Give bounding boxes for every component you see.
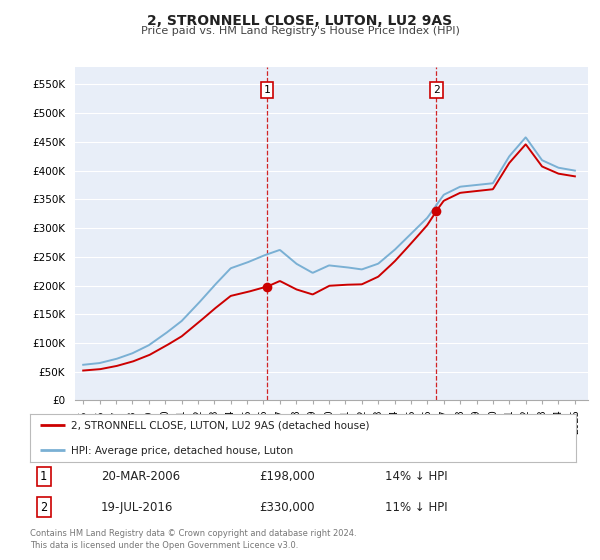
Text: 20-MAR-2006: 20-MAR-2006 bbox=[101, 470, 180, 483]
Text: HPI: Average price, detached house, Luton: HPI: Average price, detached house, Luto… bbox=[71, 446, 293, 456]
Text: 2, STRONNELL CLOSE, LUTON, LU2 9AS (detached house): 2, STRONNELL CLOSE, LUTON, LU2 9AS (deta… bbox=[71, 421, 370, 431]
Text: Price paid vs. HM Land Registry's House Price Index (HPI): Price paid vs. HM Land Registry's House … bbox=[140, 26, 460, 36]
Text: 2: 2 bbox=[433, 85, 440, 95]
Text: 14% ↓ HPI: 14% ↓ HPI bbox=[385, 470, 448, 483]
Text: £198,000: £198,000 bbox=[259, 470, 315, 483]
Text: Contains HM Land Registry data © Crown copyright and database right 2024.
This d: Contains HM Land Registry data © Crown c… bbox=[30, 529, 356, 550]
Text: 1: 1 bbox=[264, 85, 271, 95]
Text: 2, STRONNELL CLOSE, LUTON, LU2 9AS: 2, STRONNELL CLOSE, LUTON, LU2 9AS bbox=[148, 14, 452, 28]
Text: 2: 2 bbox=[40, 501, 47, 514]
Text: 11% ↓ HPI: 11% ↓ HPI bbox=[385, 501, 448, 514]
Text: 1: 1 bbox=[40, 470, 47, 483]
Text: 19-JUL-2016: 19-JUL-2016 bbox=[101, 501, 173, 514]
Text: £330,000: £330,000 bbox=[259, 501, 315, 514]
